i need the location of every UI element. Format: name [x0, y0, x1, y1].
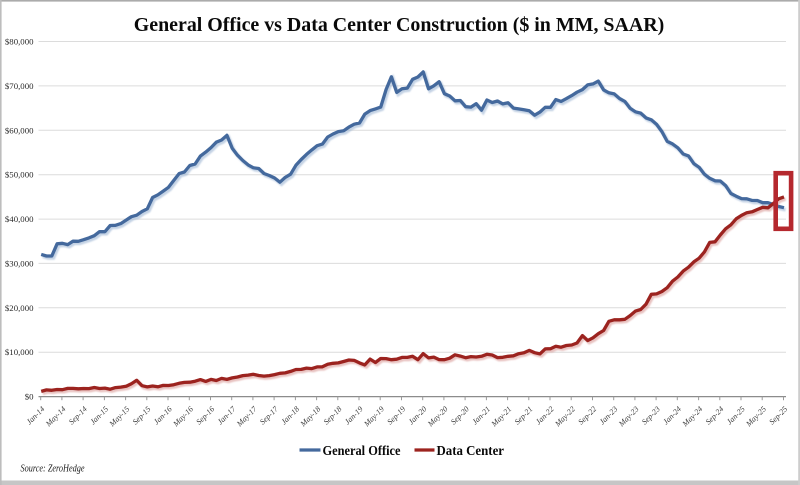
svg-text:Source: ZeroHedge: Source: ZeroHedge	[21, 464, 85, 475]
svg-text:Data Center: Data Center	[437, 443, 505, 458]
svg-text:$30,000: $30,000	[5, 258, 34, 268]
svg-text:General Office vs Data Center: General Office vs Data Center Constructi…	[134, 14, 665, 36]
svg-text:$50,000: $50,000	[5, 170, 34, 180]
svg-text:$20,000: $20,000	[5, 303, 34, 313]
svg-text:General Office: General Office	[323, 443, 401, 458]
svg-text:$10,000: $10,000	[5, 347, 34, 357]
svg-text:$40,000: $40,000	[5, 214, 34, 224]
svg-text:$60,000: $60,000	[5, 125, 34, 135]
svg-text:$80,000: $80,000	[5, 37, 34, 47]
svg-text:$0: $0	[25, 392, 34, 402]
svg-text:$70,000: $70,000	[5, 81, 34, 91]
